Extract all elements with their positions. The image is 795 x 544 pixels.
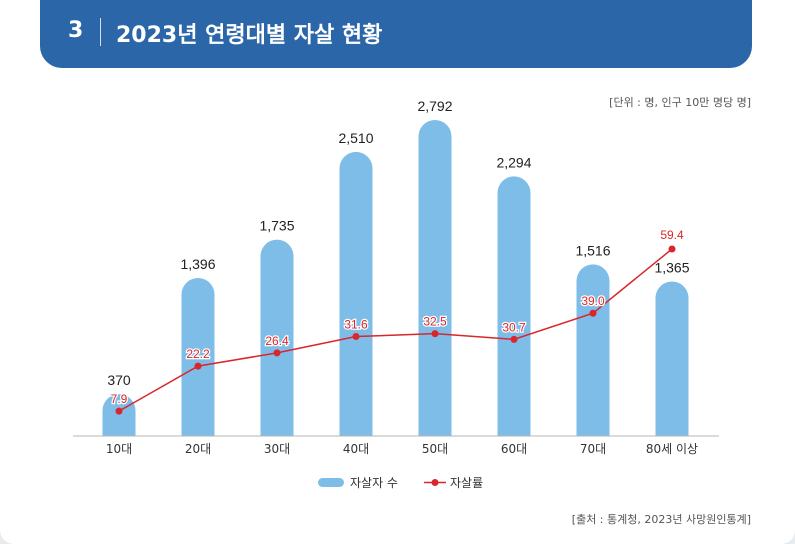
bar-value-label: 2,294	[496, 154, 531, 170]
x-tick-label: 80세 이상	[646, 442, 698, 456]
rate-point-7	[668, 245, 676, 253]
x-tick-label: 10대	[106, 442, 132, 456]
rate-line	[118, 248, 673, 412]
x-tick-label: 30대	[264, 442, 290, 456]
rate-point-2	[273, 349, 281, 357]
bar-value-label: 2,510	[338, 130, 373, 146]
rate-point-5	[510, 335, 518, 343]
rate-point-1	[194, 362, 202, 370]
rate-value-label: 26.4	[265, 334, 289, 348]
bar-value-label: 1,735	[259, 218, 294, 234]
rate-point-0	[115, 407, 123, 415]
bar-6	[576, 264, 610, 436]
x-tick-label: 50대	[422, 442, 448, 456]
bar-value-label: 370	[107, 372, 131, 388]
x-tick-label: 70대	[580, 442, 606, 456]
bar-7	[655, 281, 689, 436]
header-divider	[100, 18, 101, 46]
bar-5	[497, 176, 531, 436]
rate-point-6	[589, 309, 597, 317]
section-number: 3	[68, 18, 84, 43]
legend-line-label: 자살률	[450, 476, 483, 490]
unit-note: [단위 : 명, 인구 10만 명당 명]	[609, 96, 751, 109]
rate-value-label: 39.0	[581, 294, 605, 308]
bar-value-label: 1,365	[654, 260, 689, 276]
rate-value-label: 7.9	[111, 392, 128, 406]
section-header: 3 2023년 연령대별 자살 현황	[40, 0, 752, 68]
rate-value-label: 59.4	[660, 228, 684, 242]
bar-3	[339, 151, 373, 436]
bar-value-label: 1,396	[180, 256, 215, 272]
bar-1	[181, 278, 215, 436]
rate-point-3	[352, 333, 360, 341]
bar-0	[102, 394, 136, 436]
bar-2	[260, 239, 294, 436]
source-note: [출처 : 통계청, 2023년 사망원인통계]	[571, 513, 751, 526]
legend-line-marker	[431, 479, 439, 486]
rate-value-label: 22.2	[186, 347, 210, 361]
chart-title: 2023년 연령대별 자살 현황	[116, 23, 383, 48]
rate-value-label: 30.7	[502, 320, 526, 334]
rate-value-label: 31.6	[344, 318, 368, 332]
bar-4	[418, 120, 452, 437]
x-tick-label: 40대	[343, 442, 369, 456]
legend-bar-label: 자살자 수	[350, 476, 398, 490]
bar-value-label: 2,792	[417, 98, 452, 114]
rate-value-label: 32.5	[423, 315, 447, 329]
x-tick-label: 60대	[501, 442, 527, 456]
bar-value-label: 1,516	[575, 242, 610, 258]
legend-bar-swatch	[318, 478, 344, 487]
rate-point-4	[431, 330, 439, 338]
x-tick-label: 20대	[185, 442, 211, 456]
